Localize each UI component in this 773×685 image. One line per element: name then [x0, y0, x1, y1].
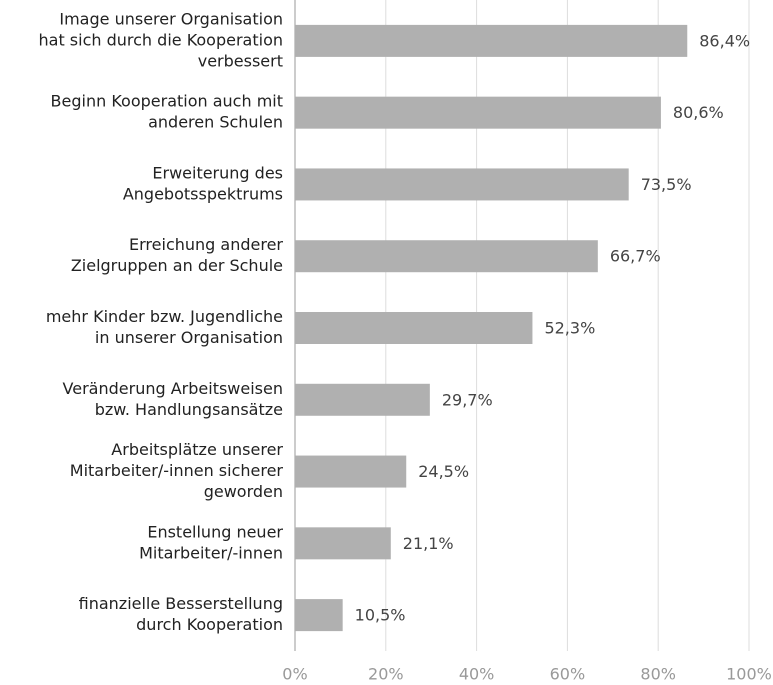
category-label: finanzielle Besserstellung: [79, 594, 283, 613]
value-label: 29,7%: [442, 390, 493, 409]
value-label: 86,4%: [699, 31, 750, 50]
bar: [295, 312, 533, 344]
category-label: Mitarbeiter/-innen sicherer: [70, 461, 284, 480]
value-label: 73,5%: [641, 175, 692, 194]
category-label: mehr Kinder bzw. Jugendliche: [46, 307, 283, 326]
bar: [295, 599, 343, 632]
category-label: bzw. Handlungsansätze: [95, 400, 283, 419]
value-label: 52,3%: [544, 319, 595, 338]
category-label: geworden: [204, 482, 283, 501]
category-label: Arbeitsplätze unserer: [111, 440, 283, 459]
category-label: hat sich durch die Kooperation: [39, 30, 284, 49]
category-label: Erreichung anderer: [129, 235, 283, 254]
value-label: 80,6%: [673, 103, 724, 122]
x-tick-label: 60%: [550, 665, 586, 684]
value-label: 24,5%: [418, 462, 469, 481]
category-label: verbessert: [198, 51, 283, 70]
category-label: Enstellung neuer: [147, 522, 283, 541]
x-tick-label: 20%: [368, 665, 404, 684]
value-label: 66,7%: [610, 247, 661, 266]
x-tick-label: 0%: [282, 665, 307, 684]
category-label: in unserer Organisation: [95, 328, 283, 347]
category-label: anderen Schulen: [148, 113, 283, 132]
bar: [295, 96, 661, 129]
category-label: Veränderung Arbeitsweisen: [63, 379, 283, 398]
bar: [295, 240, 598, 273]
x-tick-label: 40%: [459, 665, 495, 684]
category-label: Zielgruppen an der Schule: [71, 256, 283, 275]
category-label: durch Kooperation: [136, 615, 283, 634]
category-label: Image unserer Organisation: [59, 9, 283, 28]
bar: [295, 527, 391, 560]
category-label: Erweiterung des: [152, 163, 283, 182]
bar: [295, 455, 407, 488]
bar: [295, 383, 430, 416]
value-label: 10,5%: [355, 606, 406, 625]
x-tick-label: 80%: [640, 665, 676, 684]
category-label: Beginn Kooperation auch mit: [51, 92, 283, 111]
bar: [295, 168, 629, 201]
category-label: Mitarbeiter/-innen: [139, 543, 283, 562]
x-tick-label: 100%: [726, 665, 772, 684]
value-label: 21,1%: [403, 534, 454, 553]
bar: [295, 24, 688, 57]
category-label: Angebotsspektrums: [123, 184, 283, 203]
